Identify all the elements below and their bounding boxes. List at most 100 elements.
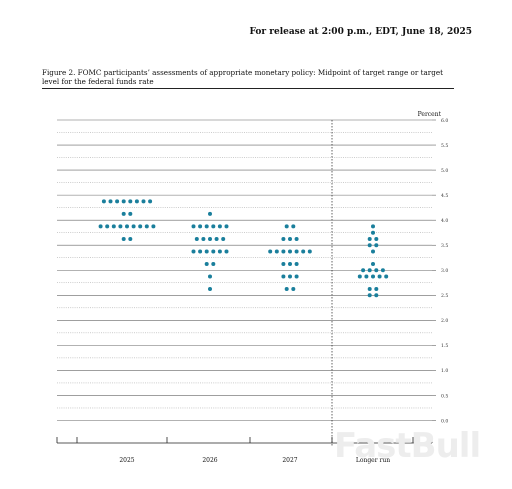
participant-dot [208,236,212,241]
participant-dot [371,274,375,279]
participant-dot [374,287,379,292]
participant-dot [281,274,286,279]
participant-dot [148,199,153,204]
participant-dot [101,199,106,204]
participant-dot [121,211,126,216]
caption-rule [42,88,454,89]
participant-dot [374,293,379,298]
participant-dot [211,261,216,266]
participant-dot [115,199,120,204]
participant-dot [367,236,372,241]
grid-lines [57,119,432,421]
participant-dot [138,224,143,229]
y-tick-label: 2.0 [441,318,448,324]
participant-dot [198,224,203,229]
watermark-logo: FastBull [334,426,481,466]
y-tick-label: 4.5 [441,193,448,199]
participant-dot [294,274,299,279]
participant-dot [268,249,273,254]
participant-dot [367,293,372,298]
y-tick-label: 1.5 [441,343,448,349]
y-tick-label: 0.0 [441,418,448,424]
participant-dot [374,268,379,273]
x-tick-label: Longer run [356,457,390,464]
participant-dot [281,236,286,241]
participant-dot [204,261,209,266]
participant-dot [221,236,226,241]
participant-dot [288,236,292,241]
participant-dot [371,224,375,229]
participant-dot [128,199,133,204]
participant-dot [288,261,292,266]
participant-dot [367,243,372,248]
participant-dot [194,236,199,241]
participant-dot [214,236,219,241]
participant-dot [217,224,222,229]
y-tick-label: 3.5 [441,243,448,249]
participant-dot [364,274,369,279]
participant-dot [288,274,292,279]
participant-dot [294,249,299,254]
participant-dot [131,224,136,229]
x-tick-label: 2026 [202,457,217,464]
participant-dot [367,287,372,292]
participant-dot [208,211,212,216]
participant-dot [211,249,216,254]
participant-dot [380,268,385,273]
participant-dot [374,236,379,241]
participant-dot [134,199,139,204]
participant-dot [204,249,209,254]
participant-dot [208,274,212,279]
participant-dot [291,224,296,229]
participant-dot [281,249,286,254]
participant-dot [274,249,279,254]
participant-dot [98,224,103,229]
participant-dot [294,261,299,266]
x-tick-label: 2025 [119,457,134,464]
participant-dot [118,224,123,229]
participant-dot [294,236,299,241]
participant-dot [141,199,146,204]
y-tick-label: 5.0 [441,168,448,174]
participant-dot [301,249,306,254]
participant-dot [288,249,292,254]
y-tick-label: 5.5 [441,143,448,149]
participant-dot [224,249,229,254]
y-tick-label: 4.0 [441,218,448,224]
participant-dot [201,236,206,241]
participant-dot [284,224,289,229]
y-tick-label: 0.5 [441,393,448,399]
participant-dot [377,274,382,279]
participant-dot [374,243,379,248]
participant-dot [191,249,196,254]
x-axis: 2025 2026 2027 Longer run [56,437,433,464]
participant-dot [284,287,289,292]
release-line: For release at 2:00 p.m., EDT, June 18, … [249,27,472,37]
participant-dot [361,268,366,273]
participant-dot [125,224,129,229]
participant-dot [217,249,222,254]
y-axis-tick-labels: 0.0 0.5 1.0 1.5 2.0 2.5 3.0 3.5 4.0 4.5 5.0 5.5 6.0 [432,118,448,424]
participant-dot [105,224,110,229]
participant-dot [371,261,375,266]
participant-dot [367,268,372,273]
participant-dot [291,287,296,292]
participant-dot [111,224,116,229]
participant-dot [357,274,362,279]
participant-dot [204,224,209,229]
participant-dot [211,224,216,229]
participant-dot [108,199,113,204]
participant-dot [307,249,312,254]
participant-dot [121,236,126,241]
y-tick-label: 1.0 [441,368,448,374]
participant-dots [98,199,389,298]
participant-dot [121,199,126,204]
figure-caption: Figure 2. FOMC participants’ assessments… [42,68,443,86]
participant-dot [198,249,203,254]
participant-dot [128,211,133,216]
participant-dot [208,287,212,292]
participant-dot [151,224,156,229]
participant-dot [384,274,389,279]
participant-dot [281,261,286,266]
